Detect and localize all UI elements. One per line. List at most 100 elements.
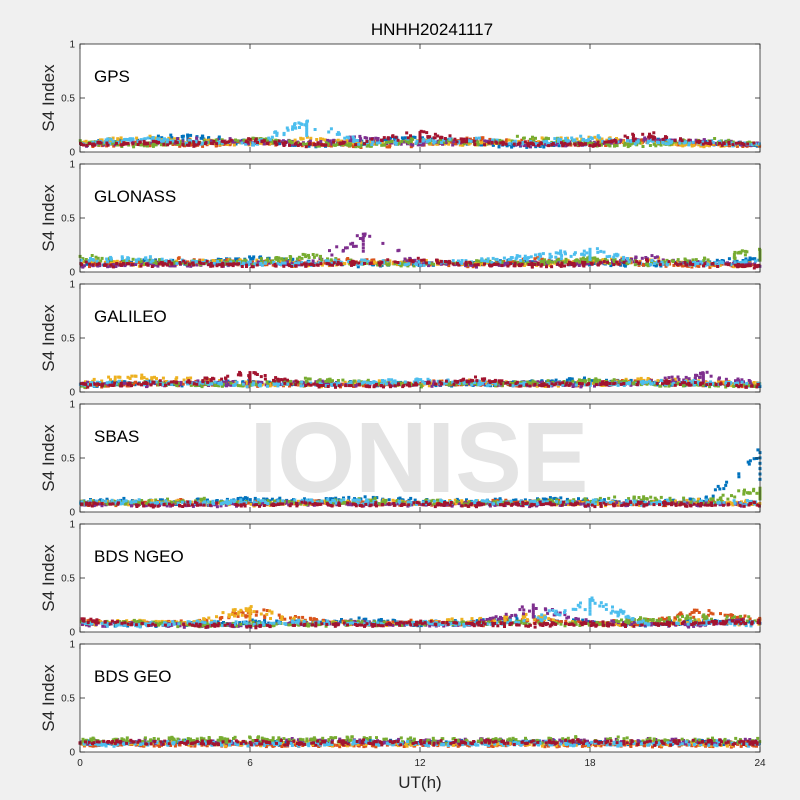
data-point [140,373,144,377]
data-point [86,260,90,264]
data-point [443,137,447,140]
data-point [365,139,369,143]
data-point [416,256,420,260]
data-point [165,259,168,263]
data-point [146,141,150,145]
data-point [647,139,651,143]
data-point [202,262,206,266]
data-point [622,263,626,267]
data-point [139,138,143,142]
data-point [577,141,581,145]
data-point [130,263,134,267]
data-point [747,263,751,267]
data-point [571,139,575,143]
data-point [651,139,655,143]
data-point [297,255,301,259]
data-point [733,142,737,146]
data-point [490,140,494,144]
data-point [218,263,221,267]
data-point [175,262,179,265]
data-point [554,260,558,264]
data-point [520,262,524,266]
data-point [439,259,443,263]
data-point [702,259,706,262]
data-point [163,137,166,141]
data-point [332,138,336,142]
data-point [114,265,118,268]
data-point [575,137,579,141]
data-point [639,376,643,380]
data-point [256,384,260,388]
data-point [736,262,740,266]
data-point [151,143,155,147]
data-point [331,263,335,267]
data-point [259,257,263,261]
data-point [460,381,464,385]
data-point [278,259,282,263]
data-point [91,258,95,261]
data-point [637,261,641,265]
data-point [596,135,600,139]
data-point [345,135,349,139]
data-point [693,263,697,267]
data-point [433,132,437,136]
data-point [736,377,740,381]
data-point [113,263,117,267]
data-point [243,262,247,266]
data-point [533,257,537,261]
data-point [115,259,119,263]
data-point [732,384,736,388]
data-point [95,262,99,266]
data-point [102,142,105,146]
data-point [145,377,149,381]
data-point [123,381,127,385]
data-point [305,135,309,139]
data-point [178,140,182,144]
data-point [393,260,397,264]
data-point [550,142,554,146]
data-point-peak [418,138,422,142]
data-point [601,258,605,262]
data-point [500,260,504,264]
data-point [697,143,701,147]
data-point [151,136,155,139]
data-point [337,258,341,262]
data-point [724,262,728,266]
data-point [673,377,677,381]
data-point [353,261,357,265]
data-point [229,260,233,264]
data-point [483,143,486,147]
data-point [192,143,196,147]
data-point [319,137,323,141]
data-point [213,384,217,387]
data-point [419,263,423,267]
data-point [304,262,308,266]
data-point [583,258,587,262]
data-point [376,137,380,140]
data-point [223,261,227,265]
data-point [336,262,340,266]
data-point [612,378,616,382]
data-point-peak [305,120,309,124]
data-point [533,263,537,266]
data-point [494,384,497,388]
data-point [635,380,639,384]
data-point [425,131,429,135]
data-point [387,140,391,144]
data-point [465,137,469,141]
data-point [173,137,177,141]
data-point [91,140,95,144]
data-point [469,139,473,143]
data-point [679,262,683,266]
data-point [565,378,569,382]
data-point [256,141,259,144]
data-point [474,136,478,140]
data-point [220,262,224,266]
data-point [670,140,674,144]
data-point [356,265,360,269]
data-point [307,256,311,260]
data-point [493,262,497,266]
data-point [306,377,310,381]
data-point [137,257,141,261]
data-point [159,143,163,147]
